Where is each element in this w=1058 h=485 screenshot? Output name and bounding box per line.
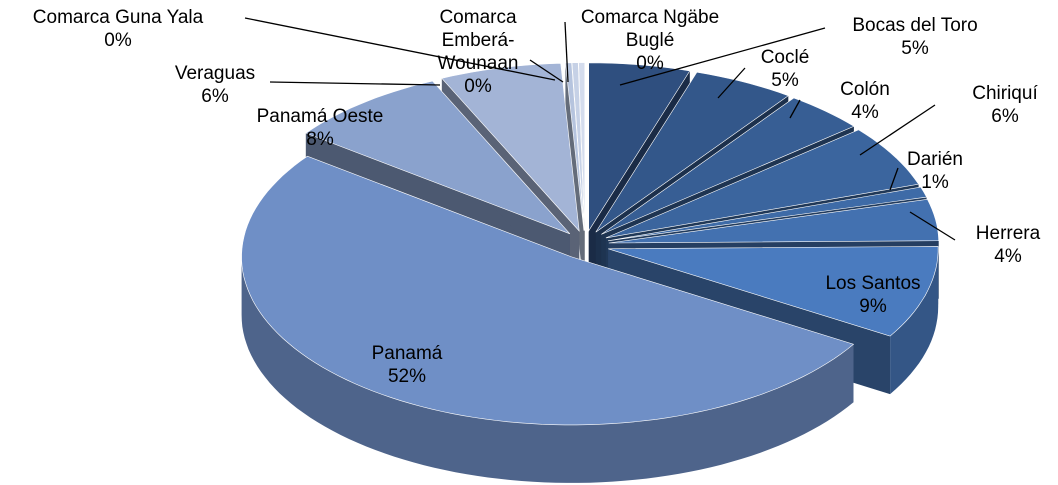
slice xyxy=(241,155,855,426)
slice-label: Panamá Oeste 8% xyxy=(235,105,405,151)
slice-label: Comarca Guna Yala 0% xyxy=(0,6,238,52)
slice-label: Coclé 5% xyxy=(745,46,825,92)
leader-line xyxy=(859,104,936,156)
leader-line xyxy=(909,211,956,241)
leader-line xyxy=(619,27,826,86)
category-label: Chiriquí xyxy=(972,83,1038,104)
slice-label: Colón 4% xyxy=(825,78,905,124)
slice xyxy=(608,198,940,244)
category-label: Herrera xyxy=(975,223,1041,244)
category-label: Comarca Guna Yala xyxy=(32,7,204,28)
category-label: Darién xyxy=(907,149,963,170)
slice-label: Darién 1% xyxy=(895,148,975,194)
value-label: 5% xyxy=(901,38,929,59)
category-label: Los Santos xyxy=(825,273,921,294)
slice xyxy=(565,62,585,231)
value-label: 4% xyxy=(994,246,1022,267)
value-label: 5% xyxy=(771,70,799,91)
value-label: 8% xyxy=(306,129,334,150)
value-label: 4% xyxy=(851,102,879,123)
slice xyxy=(441,62,580,232)
category-label: Comarca Ngäbe Buglé xyxy=(580,7,720,51)
slice xyxy=(608,246,939,337)
slice-label: Bocas del Toro 5% xyxy=(835,14,995,60)
category-label: Panamá xyxy=(371,343,443,364)
slice xyxy=(588,62,691,232)
leader-line xyxy=(269,81,441,86)
category-label: Panamá Oeste xyxy=(256,106,384,127)
leader-line xyxy=(717,67,746,99)
value-label: 6% xyxy=(991,106,1019,127)
value-label: 6% xyxy=(201,86,229,107)
value-label: 0% xyxy=(464,76,492,97)
slice-label: Comarca Emberá-Wounaan 0% xyxy=(433,6,523,98)
category-label: Comarca Emberá-Wounaan xyxy=(437,7,519,74)
category-label: Coclé xyxy=(760,47,810,68)
slice xyxy=(578,62,586,231)
leader-line xyxy=(889,167,899,191)
value-label: 1% xyxy=(921,172,949,193)
category-label: Veraguas xyxy=(174,63,256,84)
category-label: Bocas del Toro xyxy=(852,15,978,36)
slice-label: Veraguas 6% xyxy=(160,62,270,108)
value-label: 0% xyxy=(636,53,664,74)
slice xyxy=(571,62,585,231)
slice-wall xyxy=(890,248,939,395)
slice-label: Panamá 52% xyxy=(357,342,457,388)
value-label: 52% xyxy=(387,366,427,387)
leader-line xyxy=(564,21,569,83)
slice-label: Comarca Ngäbe Buglé 0% xyxy=(565,6,735,75)
slice xyxy=(595,71,789,233)
leader-line xyxy=(244,17,556,81)
slice xyxy=(607,186,928,242)
slice-label: Chiriquí 6% xyxy=(965,82,1045,128)
slice xyxy=(305,80,571,235)
slice-label: Los Santos 9% xyxy=(808,272,938,318)
slice-side xyxy=(565,62,584,289)
slice-wall xyxy=(241,256,854,483)
value-label: 0% xyxy=(104,30,132,51)
value-label: 9% xyxy=(859,296,887,317)
slice-label: Herrera 4% xyxy=(963,222,1053,268)
leader-line xyxy=(529,59,564,83)
leader-line xyxy=(789,99,801,119)
category-label: Colón xyxy=(840,79,890,100)
slice xyxy=(605,129,920,239)
